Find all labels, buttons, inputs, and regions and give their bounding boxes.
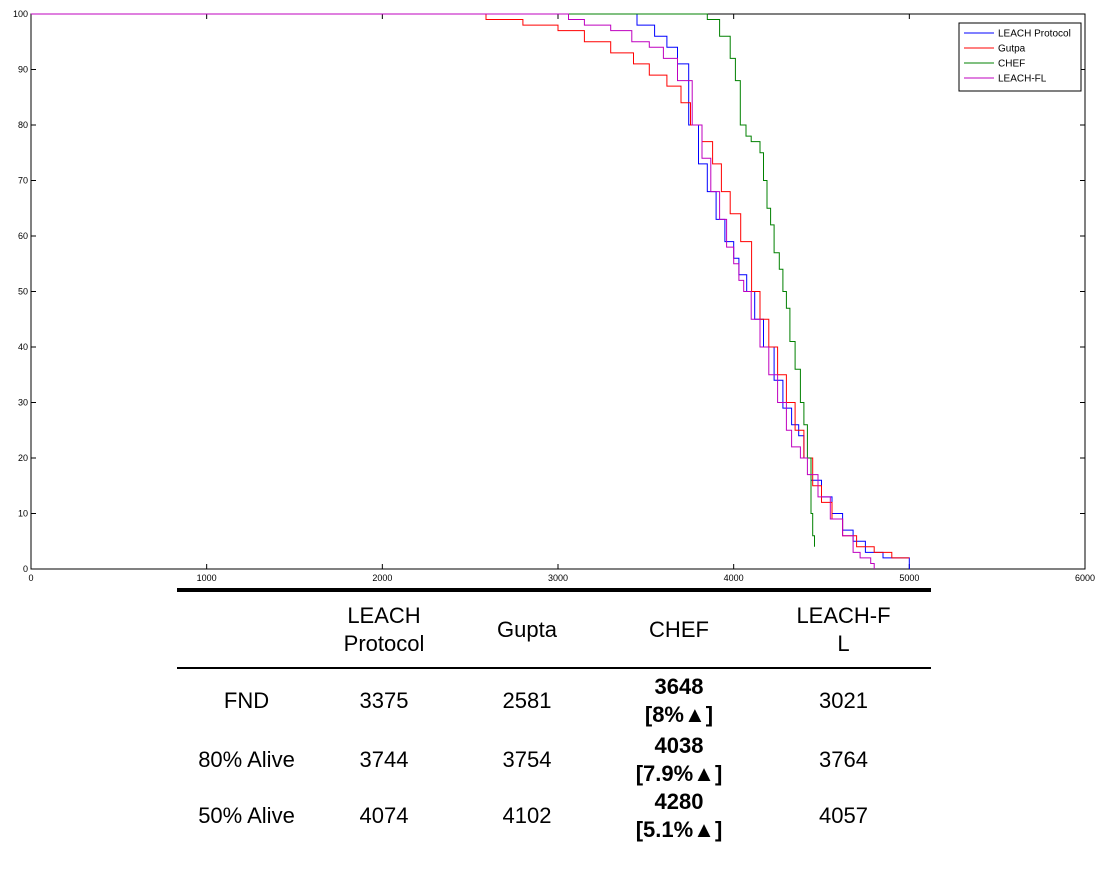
series-line-leach-fl (31, 13, 875, 569)
table-header-row: LEACH Protocol Gupta CHEF LEACH-F L (177, 590, 931, 668)
chef-gain: [7.9%▲] (635, 761, 723, 786)
y-tick-label: 70 (18, 176, 28, 186)
header-gupta: Gupta (497, 616, 557, 642)
legend: LEACH Protocol Gutpa CHEF LEACH-FL (958, 22, 1082, 92)
cell-chef: 3648 [8%▲] (602, 668, 756, 732)
y-tick-label: 10 (18, 509, 28, 519)
chef-value: 4280 (654, 789, 704, 814)
y-tick-label: 0 (23, 564, 28, 574)
cell-leach-fl: 3764 (819, 747, 868, 772)
series-line-gutpa (31, 13, 910, 559)
chef-value: 4038 (654, 733, 704, 758)
x-tick-label: 3000 (548, 573, 568, 583)
alive-nodes-chart: 0 1000 2000 3000 4000 5000 6000 0 10 20 30 40 50 60 70… (13, 9, 1095, 583)
header-chef: CHEF (649, 616, 709, 642)
cell-gupta: 3754 (502, 747, 552, 772)
legend-label: Gutpa (998, 44, 1026, 55)
legend-label: LEACH-FL (998, 74, 1047, 85)
lifetime-comparison-table: LEACH Protocol Gupta CHEF LEACH-F L FND 33… (177, 588, 931, 844)
y-tick-label: 40 (18, 342, 28, 352)
table-row: 80% Alive 3744 3754 4038 [7.9%▲] 3764 (177, 732, 931, 788)
y-tick-label: 50 (18, 287, 28, 297)
x-tick-label: 4000 (724, 573, 744, 583)
table-row: 50% Alive 4074 4102 4280 [5.1%▲] 4057 (177, 788, 931, 844)
y-tick-label: 60 (18, 231, 28, 241)
cell-leach: 3375 (359, 687, 409, 713)
legend-label: CHEF (998, 59, 1025, 70)
row-label: 80% Alive (198, 747, 295, 772)
x-tick-label: 0 (28, 573, 33, 583)
cell-leach-fl: 3021 (819, 687, 868, 713)
x-tick-label: 5000 (899, 573, 919, 583)
chef-gain: [8%▲] (644, 701, 714, 727)
y-tick-label: 30 (18, 398, 28, 408)
cell-leach: 4074 (359, 803, 409, 828)
header-leach-protocol: LEACH Protocol (343, 602, 425, 656)
x-tick-label: 1000 (197, 573, 217, 583)
cell-chef: 4038 [7.9%▲] (602, 732, 756, 788)
table-row: FND 3375 2581 3648 [8%▲] 3021 (177, 668, 931, 732)
header-leach-fl: LEACH-F L (796, 602, 891, 656)
legend-label: LEACH Protocol (998, 29, 1071, 40)
y-tick-label: 90 (18, 65, 28, 75)
legend-box (958, 22, 1082, 92)
x-tick-label: 2000 (372, 573, 392, 583)
cell-gupta: 2581 (502, 687, 552, 713)
cell-chef: 4280 [5.1%▲] (602, 788, 756, 844)
row-label: 50% Alive (198, 803, 295, 828)
cell-leach-fl: 4057 (819, 803, 868, 828)
y-tick-label: 20 (18, 453, 28, 463)
chef-gain: [5.1%▲] (635, 817, 723, 842)
cell-leach: 3744 (359, 747, 409, 772)
x-tick-label: 6000 (1075, 573, 1095, 583)
y-tick-label: 80 (18, 120, 28, 130)
cell-gupta: 4102 (502, 803, 552, 828)
plot-area-frame (30, 13, 1086, 570)
series-line-chef (31, 13, 815, 547)
header-blank (177, 590, 316, 668)
row-label: FND (223, 687, 270, 713)
series-layer (31, 13, 910, 569)
chef-value: 3648 (654, 673, 704, 699)
y-tick-label: 100 (13, 9, 28, 19)
